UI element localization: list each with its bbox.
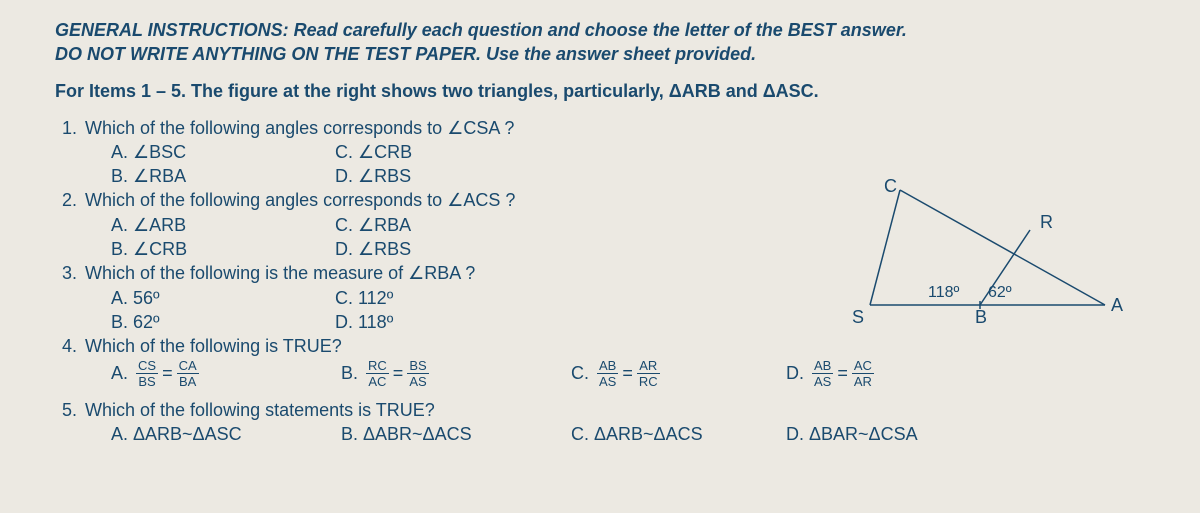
q2-opt-b: B. ∠CRB: [111, 237, 335, 261]
q1-opt-b: B. ∠RBA: [111, 164, 335, 188]
q3-opt-b: B. 62º: [111, 310, 335, 334]
question-5: 5. Which of the following statements is …: [55, 398, 1160, 447]
q5-opt-b: B. ΔABR~ΔACS: [341, 422, 571, 446]
q4-opt-b: B. RCAC = BSAS: [341, 359, 571, 388]
svg-text:R: R: [1040, 212, 1053, 232]
q5-text: Which of the following statements is TRU…: [85, 398, 1160, 422]
general-instructions: GENERAL INSTRUCTIONS: Read carefully eac…: [55, 18, 1160, 67]
q2-opt-a: A. ∠ARB: [111, 213, 335, 237]
q3-number: 3.: [55, 261, 85, 334]
q4-opt-a: A. CSBS = CABA: [111, 359, 341, 388]
q4-text: Which of the following is TRUE?: [85, 334, 1160, 358]
q4-opt-d: D. ABAS = ACAR: [786, 359, 986, 388]
section-heading: For Items 1 – 5. The figure at the right…: [55, 81, 1160, 102]
svg-text:A: A: [1111, 295, 1123, 315]
svg-text:62º: 62º: [988, 284, 1012, 301]
q3-opt-c: C. 112º: [335, 286, 585, 310]
q4-number: 4.: [55, 334, 85, 387]
question-4: 4. Which of the following is TRUE? A. CS…: [55, 334, 1160, 387]
q1-text: Which of the following angles correspond…: [85, 116, 1160, 140]
q4-opt-c: C. ABAS = ARRC: [571, 359, 786, 388]
svg-text:B: B: [975, 307, 987, 327]
q1-opt-d: D. ∠RBS: [335, 164, 585, 188]
q3-opt-d: D. 118º: [335, 310, 585, 334]
q2-opt-c: C. ∠RBA: [335, 213, 585, 237]
q1-opt-c: C. ∠CRB: [335, 140, 585, 164]
q1-number: 1.: [55, 116, 85, 189]
instructions-line-1: GENERAL INSTRUCTIONS: Read carefully eac…: [55, 18, 1160, 42]
svg-text:C: C: [884, 176, 897, 196]
q3-opt-a: A. 56º: [111, 286, 335, 310]
q5-number: 5.: [55, 398, 85, 447]
svg-text:118º: 118º: [928, 284, 960, 301]
triangle-figure: SBACR118º62º: [870, 175, 1130, 325]
q5-opt-a: A. ΔARB~ΔASC: [111, 422, 341, 446]
instructions-line-2: DO NOT WRITE ANYTHING ON THE TEST PAPER.…: [55, 42, 1160, 66]
svg-text:S: S: [852, 307, 864, 327]
q5-opt-d: D. ΔBAR~ΔCSA: [786, 422, 986, 446]
q2-number: 2.: [55, 188, 85, 261]
q5-opt-c: C. ΔARB~ΔACS: [571, 422, 786, 446]
q2-opt-d: D. ∠RBS: [335, 237, 585, 261]
q1-opt-a: A. ∠BSC: [111, 140, 335, 164]
